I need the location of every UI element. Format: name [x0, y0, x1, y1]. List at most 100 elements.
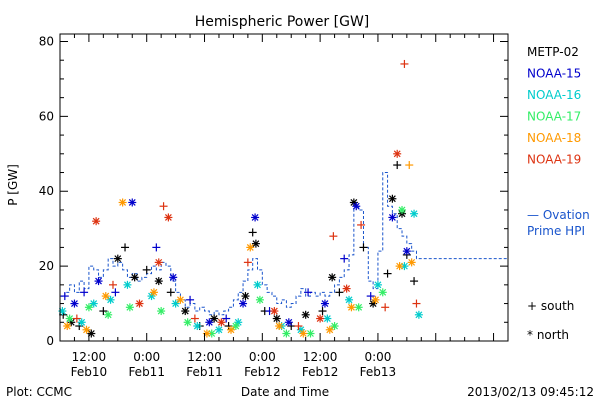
data-point-north	[239, 299, 248, 308]
data-point-north	[106, 295, 115, 304]
data-point-south	[400, 59, 409, 68]
data-point-south	[72, 314, 81, 323]
plot-credit: Plot: CCMC	[6, 385, 72, 399]
data-point-north	[323, 314, 332, 323]
data-point-north	[299, 329, 308, 338]
data-point-north	[388, 194, 397, 203]
data-point-north	[193, 322, 202, 331]
data-point-south	[318, 307, 327, 316]
data-point-north	[354, 303, 363, 312]
data-point-south	[222, 314, 231, 323]
data-point-north	[410, 209, 419, 218]
ovation-label-line2: Prime HPI	[527, 224, 585, 238]
data-point-north	[272, 314, 281, 323]
data-point-north	[275, 322, 284, 331]
plot-frame	[59, 33, 509, 342]
data-point-north	[128, 198, 137, 207]
data-point-north	[241, 292, 250, 301]
legend-item: NOAA-16	[527, 88, 581, 102]
x-axis-label: Date and Time	[241, 385, 329, 399]
data-point-north	[104, 310, 113, 319]
data-point-north	[65, 314, 74, 323]
legend-item: NOAA-17	[527, 110, 581, 124]
marker-key-item: * north	[527, 328, 569, 342]
data-point-north	[328, 273, 337, 282]
data-point-north	[89, 299, 98, 308]
y-axis-ticks: 0 20 40 60 80	[39, 34, 508, 348]
data-point-north	[82, 325, 91, 334]
data-point-north	[325, 325, 334, 334]
x-tick-label-time: 0:00	[364, 350, 391, 364]
data-point-north	[402, 247, 411, 256]
data-point-north	[171, 299, 180, 308]
x-tick-label-date: Feb12	[244, 365, 281, 379]
data-point-north	[270, 307, 279, 316]
data-point-south	[142, 265, 151, 274]
data-point-south	[405, 161, 414, 170]
data-point-north	[301, 310, 310, 319]
data-point-north	[306, 329, 315, 338]
data-point-north	[282, 329, 291, 338]
data-point-north	[342, 284, 351, 293]
data-point-north	[320, 299, 329, 308]
data-point-north	[407, 258, 416, 267]
data-point-north	[378, 288, 387, 297]
data-point-north	[123, 280, 132, 289]
legend-item: NOAA-18	[527, 131, 581, 145]
data-point-south	[359, 243, 368, 252]
legend: METP-02 NOAA-15 NOAA-16 NOAA-17 NOAA-18 NOAA-…	[527, 45, 581, 167]
data-point-north	[113, 254, 122, 263]
ovation-legend: — Ovation Prime HPI	[527, 208, 590, 238]
ovation-label-line1: — Ovation	[527, 208, 590, 222]
data-point-south	[357, 220, 366, 229]
data-point-north	[63, 322, 72, 331]
data-point-south	[243, 258, 252, 267]
y-tick-label: 20	[39, 259, 54, 273]
data-point-north	[94, 277, 103, 286]
data-point-north	[154, 258, 163, 267]
data-point-south	[329, 232, 338, 241]
data-point-south	[393, 161, 402, 170]
data-point-north	[251, 239, 260, 248]
y-axis-label: P [GW]	[6, 164, 20, 206]
data-point-north	[181, 307, 190, 316]
data-point-south	[60, 292, 69, 301]
data-point-south	[166, 288, 175, 297]
data-point-north	[210, 314, 219, 323]
data-point-north	[169, 273, 178, 282]
data-point-north	[135, 299, 144, 308]
x-tick-label-date: Feb13	[360, 365, 397, 379]
data-point-north	[251, 213, 260, 222]
data-point-south	[412, 299, 421, 308]
x-tick-label-date: Feb10	[71, 365, 108, 379]
data-point-south	[121, 243, 130, 252]
legend-item: NOAA-15	[527, 67, 581, 81]
ovation-hpi-series	[60, 172, 508, 316]
data-point-south	[159, 202, 168, 211]
data-point-north	[154, 277, 163, 286]
data-point-south	[410, 277, 419, 286]
data-point-north	[414, 310, 423, 319]
data-point-north	[284, 318, 293, 327]
legend-item: METP-02	[527, 45, 579, 59]
data-point-north	[352, 202, 361, 211]
marker-key: + south * north	[527, 299, 574, 342]
data-point-north	[84, 303, 93, 312]
data-point-north	[217, 318, 226, 327]
y-tick-label: 80	[39, 34, 54, 48]
data-point-north	[398, 205, 407, 214]
y-tick-label: 40	[39, 184, 54, 198]
data-point-north	[231, 322, 240, 331]
data-point-south	[111, 288, 120, 297]
y-tick-label: 60	[39, 109, 54, 123]
satellite-data-points	[58, 59, 423, 338]
marker-key-item: + south	[527, 299, 574, 313]
data-point-north	[345, 295, 354, 304]
data-point-north	[70, 299, 79, 308]
data-point-south	[186, 295, 195, 304]
data-point-north	[253, 280, 262, 289]
data-point-north	[77, 318, 86, 327]
data-point-north	[183, 318, 192, 327]
